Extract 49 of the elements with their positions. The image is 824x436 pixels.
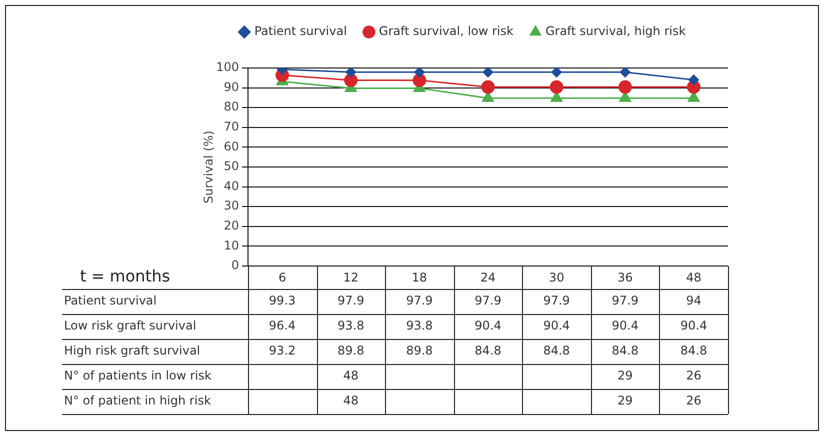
- x-tick-label: 24: [480, 270, 496, 284]
- legend-label: Graft survival, high risk: [545, 24, 686, 38]
- x-tick-label: 48: [686, 270, 702, 284]
- text: High risk graft survival: [64, 344, 200, 358]
- data-label: 93.8: [406, 318, 433, 333]
- y-tick-label: 10: [224, 238, 239, 252]
- y-tick-label: 70: [224, 120, 239, 134]
- data-label: 96.4: [268, 318, 296, 333]
- data-label: 84.8: [612, 344, 638, 358]
- y-tick-label: 40: [224, 178, 239, 193]
- y-tick-label: 80: [224, 100, 239, 114]
- x-tick-label: 6: [278, 270, 286, 284]
- x-tick-label: 18: [412, 270, 428, 284]
- x-axis-title: t = months: [80, 266, 170, 286]
- data-label: 90.4: [543, 318, 570, 333]
- data-label: 97.9: [406, 294, 433, 308]
- data-label: 84.8: [474, 344, 502, 358]
- text: N° of patients in low risk 48 29 26: [64, 368, 702, 383]
- legend-label: Graft survival, low risk: [378, 24, 514, 38]
- data-label: 93.8: [338, 318, 364, 333]
- data-label: 97.9: [612, 294, 638, 308]
- data-label: 84.8: [680, 344, 708, 358]
- y-tick-label: 90: [224, 80, 239, 94]
- data-label: 89.8: [338, 344, 364, 358]
- x-tick-label: 12: [343, 270, 358, 284]
- data-label: 94: [686, 294, 702, 308]
- data-label: 90.4: [680, 318, 708, 333]
- y-tick-label: 50: [224, 159, 239, 174]
- y-tick-label: 30: [224, 198, 239, 213]
- data-label: 89.8: [406, 344, 433, 358]
- y-tick-label: 60: [224, 139, 239, 154]
- data-label: 93.2: [268, 344, 296, 358]
- x-tick-label: 36: [618, 270, 633, 284]
- data-label: 84.8: [543, 344, 570, 358]
- data-label: 90.4: [612, 318, 638, 333]
- y-tick-label: 20: [224, 218, 239, 233]
- text: Low risk graft survival: [64, 318, 196, 333]
- data-label: 99.3: [268, 294, 296, 308]
- data-label: 97.9: [338, 294, 364, 308]
- x-tick-label: 30: [548, 270, 564, 284]
- legend-label: Patient survival: [254, 24, 347, 38]
- data-label: 97.9: [543, 294, 570, 308]
- text: N° of patient in high risk 48 29 26: [64, 394, 702, 408]
- data-label: 97.9: [474, 294, 502, 308]
- y-tick-label: 100: [216, 60, 239, 74]
- y-axis-title: Survival (%): [201, 130, 216, 204]
- text: Patient survival: [64, 294, 157, 308]
- y-tick-label: 0: [231, 258, 239, 272]
- data-label: 90.4: [474, 318, 502, 333]
